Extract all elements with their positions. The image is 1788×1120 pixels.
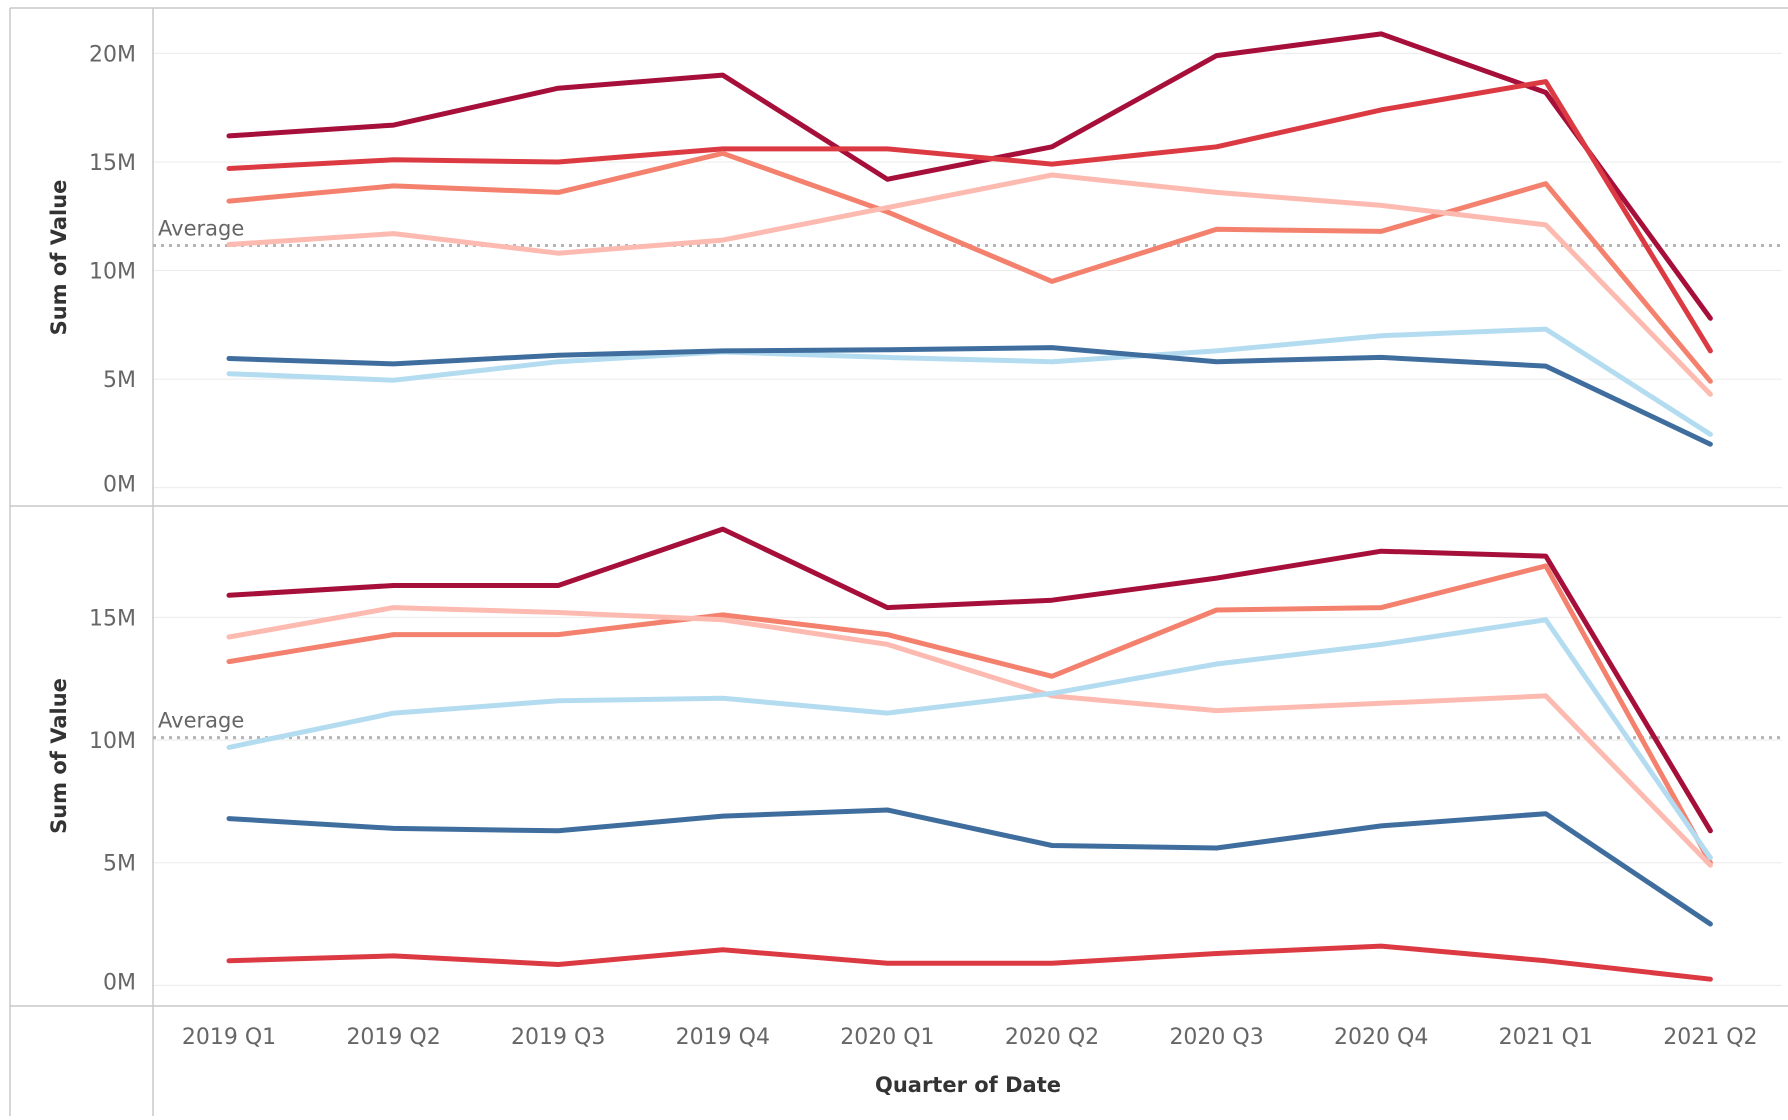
- series-line: [226, 31, 1713, 321]
- series-line: [226, 526, 1713, 834]
- y-tick-label: 0M: [103, 473, 136, 498]
- series-line: [226, 943, 1713, 982]
- series-line: [226, 172, 1713, 397]
- series-line: [226, 563, 1713, 866]
- series-line: [226, 617, 1713, 861]
- series-line: [226, 79, 1713, 354]
- y-tick-label: 10M: [89, 729, 136, 754]
- series-lines: [226, 31, 1713, 982]
- series-line: [226, 150, 1713, 384]
- y-tick-label: 5M: [103, 852, 136, 877]
- average-reference-lines: Average Average: [153, 217, 1782, 740]
- series-line: [226, 807, 1713, 927]
- x-tick-label: 2021 Q2: [1663, 1025, 1757, 1050]
- series-line: [226, 345, 1713, 447]
- average-label: Average: [158, 217, 244, 241]
- y-tick-label: 5M: [103, 368, 136, 393]
- x-tick-label: 2020 Q1: [840, 1025, 934, 1050]
- x-tick-label: 2020 Q4: [1334, 1025, 1428, 1050]
- y-tick-label: 0M: [103, 970, 136, 995]
- series-line: [226, 326, 1713, 437]
- x-tick-label: 2019 Q3: [511, 1025, 605, 1050]
- x-tick-label: 2020 Q3: [1169, 1025, 1263, 1050]
- x-tick-label: 2020 Q2: [1005, 1025, 1099, 1050]
- y-tick-label: 10M: [89, 260, 136, 285]
- y-axis-title: Sum of Value: [47, 678, 71, 834]
- y-tick-label: 20M: [89, 42, 136, 67]
- x-axis-title: Quarter of Date: [875, 1073, 1061, 1097]
- y-tick-label: 15M: [89, 606, 136, 631]
- y-axis-ticks: 0M 5M 10M 15M 20M Sum of Value 0M 5M 10M 15M Sum o…: [47, 42, 136, 995]
- x-tick-label: 2019 Q1: [182, 1025, 276, 1050]
- y-axis-title: Sum of Value: [47, 180, 71, 336]
- y-tick-label: 15M: [89, 151, 136, 176]
- series-line: [226, 605, 1713, 868]
- average-label: Average: [158, 709, 244, 733]
- x-axis-ticks: 2019 Q1 2019 Q2 2019 Q3 2019 Q4 2020 Q1 2020 …: [182, 1025, 1758, 1050]
- x-tick-label: 2019 Q4: [676, 1025, 770, 1050]
- x-tick-label: 2021 Q1: [1499, 1025, 1593, 1050]
- chart-frame: [9, 7, 1788, 1116]
- x-tick-label: 2019 Q2: [346, 1025, 440, 1050]
